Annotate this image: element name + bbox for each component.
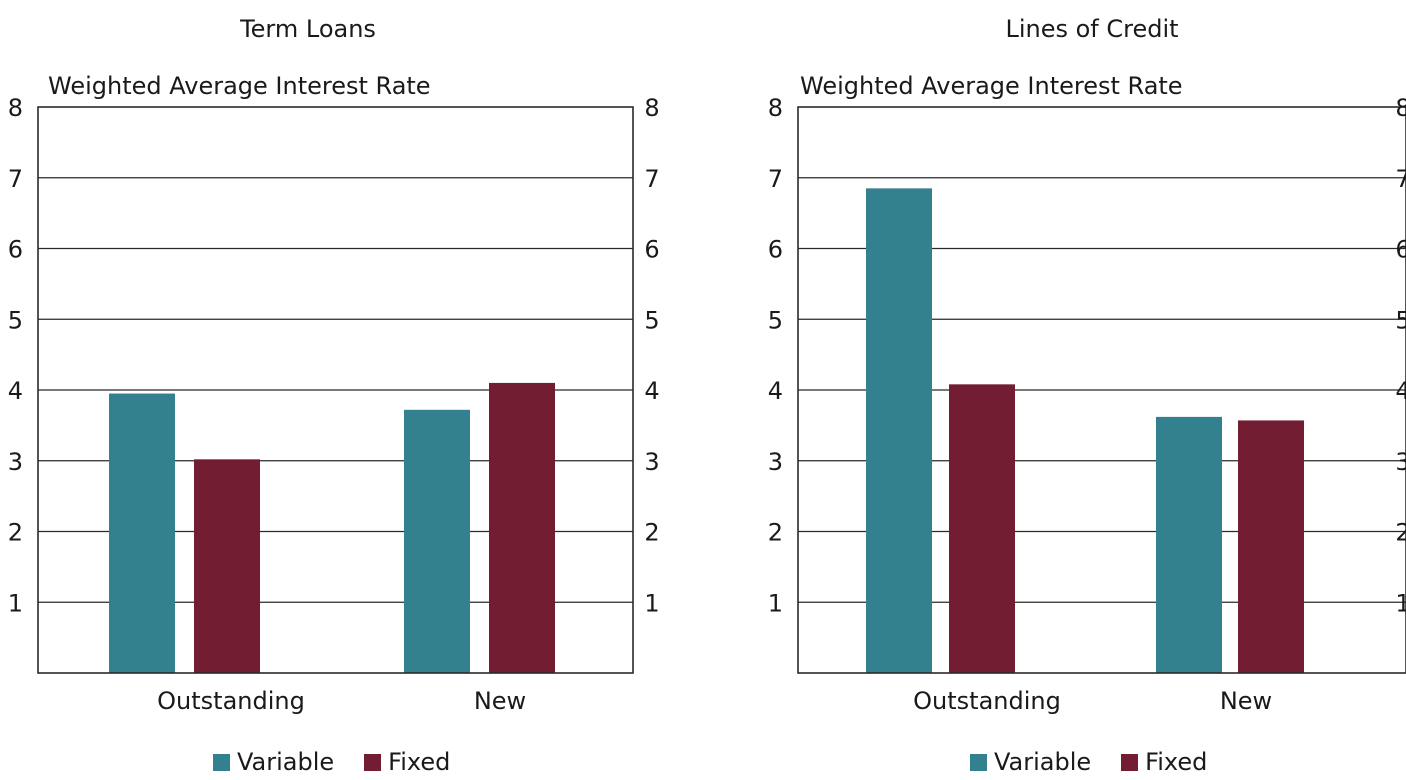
- y-tick-label-left: 5: [8, 306, 23, 334]
- y-tick-label-right: 7: [1395, 165, 1406, 193]
- lines-of-credit-chart: 1 1 2 2 3 3 4 4 5 5 6 6 7 7 8 8 Lines of Credit Weighted …: [768, 15, 1406, 715]
- y-tick-label-left: 7: [768, 165, 783, 193]
- y-tick-label-right: 3: [644, 448, 659, 476]
- bar-fixed-new: [489, 382, 555, 673]
- y-axis-label: Weighted Average Interest Rate: [800, 72, 1183, 100]
- y-tick-label-left: 6: [8, 236, 23, 264]
- category-label-new: New: [1220, 687, 1272, 715]
- y-tick-label-right: 1: [644, 589, 659, 617]
- variable-swatch: [970, 753, 987, 771]
- category-label-new: New: [474, 687, 526, 715]
- y-tick-label-left: 2: [768, 519, 783, 547]
- y-tick-label-right: 6: [1395, 236, 1406, 264]
- legend-item-fixed: Fixed: [1121, 748, 1207, 776]
- legend-item-fixed: Fixed: [364, 748, 450, 776]
- variable-swatch: [213, 753, 230, 771]
- y-tick-label-right: 6: [644, 236, 659, 264]
- y-tick-label-right: 4: [1395, 377, 1406, 405]
- y-tick-label-left: 2: [8, 519, 23, 547]
- y-tick-label-right: 2: [1395, 519, 1406, 547]
- bar-fixed-outstanding: [949, 384, 1015, 673]
- term-loans-legend: Variable Fixed: [213, 748, 450, 776]
- lines-of-credit-panel: 1 1 2 2 3 3 4 4 5 5 6 6 7 7 8 8 Lines of Credit Weighted …: [703, 0, 1406, 780]
- legend-label-fixed: Fixed: [1145, 748, 1208, 776]
- y-tick-label-left: 1: [8, 589, 23, 617]
- y-tick-label-left: 8: [768, 94, 783, 122]
- y-tick-label-left: 8: [8, 94, 23, 122]
- fixed-swatch: [1121, 753, 1139, 771]
- y-tick-label-right: 7: [644, 165, 659, 193]
- y-tick-label-left: 6: [768, 236, 783, 264]
- category-label-outstanding: Outstanding: [913, 687, 1061, 715]
- bar-fixed-outstanding: [194, 459, 260, 673]
- plot-frame: [797, 106, 1406, 674]
- y-tick-label-left: 4: [8, 377, 23, 405]
- y-tick-label-left: 5: [768, 306, 783, 334]
- chart-title: Lines of Credit: [1005, 15, 1178, 43]
- bar-variable-outstanding: [866, 188, 932, 674]
- lines-of-credit-legend: Variable Fixed: [970, 748, 1207, 776]
- y-tick-label-left: 1: [768, 589, 783, 617]
- chart-title: Term Loans: [239, 15, 376, 43]
- y-tick-label-right: 2: [644, 519, 659, 547]
- bar-fixed-new: [1238, 420, 1304, 673]
- y-tick-label-right: 3: [1395, 448, 1406, 476]
- y-tick-label-right: 4: [644, 377, 659, 405]
- fixed-swatch: [364, 753, 382, 771]
- y-axis-label: Weighted Average Interest Rate: [48, 72, 431, 100]
- y-tick-label-right: 8: [644, 94, 659, 122]
- legend-label-variable: Variable: [994, 748, 1092, 776]
- y-tick-label-left: 3: [768, 448, 783, 476]
- legend-item-variable: Variable: [970, 748, 1091, 776]
- legend-item-variable: Variable: [213, 748, 334, 776]
- legend-label-fixed: Fixed: [388, 748, 451, 776]
- y-tick-label-left: 4: [768, 377, 783, 405]
- y-tick-label-right: 8: [1395, 94, 1406, 122]
- y-tick-label-right: 5: [1395, 306, 1406, 334]
- term-loans-panel: 1 1 2 2 3 3 4 4 5 5 6 6 7 7 8 8 Term Loans Weighted Avera…: [0, 0, 700, 780]
- bar-variable-new: [404, 409, 470, 673]
- plot-frame: [37, 106, 634, 674]
- y-tick-label-right: 5: [644, 306, 659, 334]
- category-label-outstanding: Outstanding: [157, 687, 305, 715]
- term-loans-chart: 1 1 2 2 3 3 4 4 5 5 6 6 7 7 8 8 Term Loans Weighted Avera…: [8, 15, 660, 715]
- y-tick-label-left: 7: [8, 165, 23, 193]
- y-tick-label-left: 3: [8, 448, 23, 476]
- y-tick-label-right: 1: [1395, 589, 1406, 617]
- legend-label-variable: Variable: [237, 748, 335, 776]
- bar-variable-new: [1156, 416, 1222, 673]
- bar-variable-outstanding: [109, 393, 175, 673]
